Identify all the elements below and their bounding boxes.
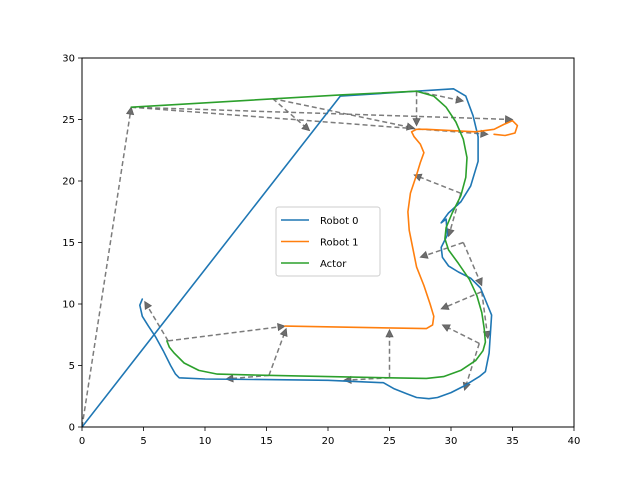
arrow — [416, 90, 465, 104]
arrow — [272, 98, 311, 132]
arrow-head — [279, 327, 288, 337]
arrow-shaft — [465, 343, 481, 384]
y-tick-label: 20 — [62, 177, 75, 188]
arrow-head — [504, 115, 514, 124]
arrow — [385, 328, 394, 378]
arrow-shaft — [232, 374, 270, 380]
arrow-head — [144, 300, 153, 311]
y-tick-label: 5 — [69, 361, 75, 372]
arrow — [440, 291, 483, 310]
y-tick-label: 10 — [62, 300, 75, 311]
y-tick-label: 15 — [62, 238, 75, 249]
ticks-layer: 0 5 10 15 20 25 30 35 40 0 5 10 15 20 25 30 — [62, 54, 580, 448]
arrow — [462, 242, 483, 287]
arrow-head — [475, 277, 483, 287]
arrows-layer — [82, 90, 514, 427]
arrow-shaft — [147, 307, 169, 342]
arrow-shaft — [481, 291, 488, 332]
arrow — [272, 97, 415, 131]
arrow-head — [480, 129, 489, 138]
arrow-head — [412, 118, 421, 127]
legend: Robot 0 Robot 1 Actor — [275, 206, 381, 277]
arrow-head — [277, 322, 286, 332]
arrow — [268, 327, 288, 376]
arrow-head — [125, 106, 135, 116]
x-tick-label: 40 — [568, 436, 581, 447]
arrow-shaft — [131, 106, 506, 121]
arrow — [441, 324, 480, 345]
arrow — [168, 322, 286, 342]
arrow-shaft — [420, 176, 462, 194]
arrow-shaft — [272, 97, 408, 128]
arrow-head — [455, 95, 465, 104]
x-tick-label: 0 — [79, 436, 85, 447]
arrow-shaft — [416, 90, 457, 101]
x-tick-label: 15 — [260, 436, 273, 447]
arrow — [144, 300, 169, 342]
x-tick-label: 10 — [199, 436, 212, 447]
arrow-head — [419, 250, 429, 259]
arrow-shaft — [272, 98, 305, 127]
arrow-shaft — [447, 291, 483, 307]
series-layer — [82, 88, 519, 427]
x-tick-label: 5 — [140, 436, 146, 447]
arrow-head — [406, 122, 415, 131]
arrow-head — [385, 328, 394, 338]
y-tick-label: 25 — [62, 115, 75, 126]
arrow-head — [440, 302, 450, 310]
legend-label: Actor — [320, 259, 347, 270]
arrow-shaft — [82, 114, 131, 427]
y-tick-label: 0 — [69, 423, 75, 434]
x-tick-label: 25 — [383, 436, 396, 447]
arrow — [412, 91, 421, 127]
arrow — [225, 374, 270, 383]
legend-label: Robot 0 — [320, 216, 359, 227]
arrow-shaft — [448, 327, 480, 345]
legend-box — [275, 206, 381, 277]
arrow-head — [225, 374, 234, 383]
arrow-head — [301, 122, 311, 132]
y-tick-label: 30 — [62, 54, 75, 65]
arrow-shaft — [268, 334, 285, 376]
arrow-shaft — [449, 193, 462, 230]
x-tick-label: 20 — [322, 436, 335, 447]
series-line-robot-1 — [284, 119, 519, 330]
arrow — [82, 106, 135, 427]
arrow-shaft — [350, 377, 390, 381]
arrow — [419, 241, 464, 259]
arrow-head — [441, 324, 451, 332]
arrow-shaft — [168, 326, 279, 342]
legend-label: Robot 1 — [320, 238, 359, 249]
series-line-robot-0 — [82, 88, 493, 427]
x-tick-label: 30 — [445, 436, 458, 447]
arrow — [131, 106, 514, 124]
x-tick-label: 35 — [506, 436, 519, 447]
series-line-actor — [130, 90, 487, 380]
arrow-shaft — [462, 242, 480, 280]
arrow-shaft — [426, 241, 464, 256]
